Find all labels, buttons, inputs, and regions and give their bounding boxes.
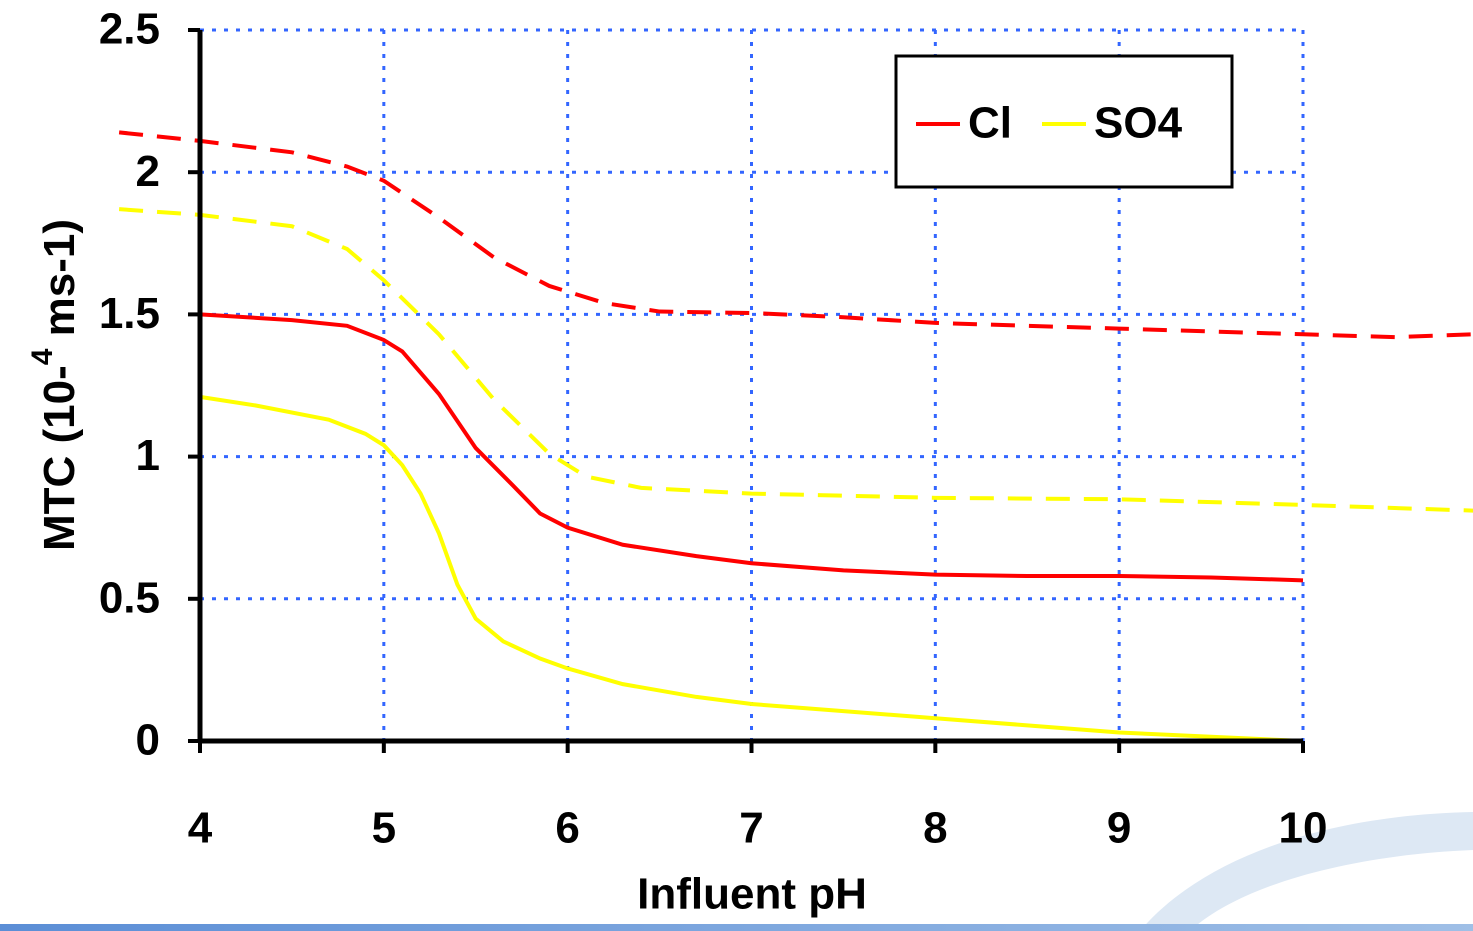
data-line — [199, 394, 1304, 743]
y-tick-label: 1.5 — [99, 289, 160, 338]
legend-label: Cl — [968, 99, 1012, 148]
legend-label: SO4 — [1094, 99, 1183, 148]
y-tick-label: 0 — [136, 716, 160, 765]
y-tick-label: 2.5 — [99, 5, 160, 54]
data-line — [118, 207, 1473, 513]
y-tick-label: 2 — [136, 147, 160, 196]
x-tick-label: 4 — [188, 804, 213, 853]
x-tick-label: 8 — [923, 804, 947, 853]
y-tick-label: 1 — [136, 431, 160, 480]
data-line — [118, 130, 1473, 340]
x-tick-label: 5 — [372, 804, 396, 853]
footer-bar — [0, 924, 1473, 931]
data-line — [199, 312, 1304, 583]
x-tick-label: 6 — [555, 804, 579, 853]
x-axis-title: Influent pH — [637, 870, 867, 919]
y-axis-title: MTC (10-4 ms-1) — [26, 219, 84, 551]
legend-box — [894, 54, 1234, 189]
x-tick-label: 7 — [739, 804, 763, 853]
decor-arc — [1140, 812, 1473, 931]
legend: Cl SO4 — [894, 54, 1234, 189]
x-tick-label: 9 — [1107, 804, 1131, 853]
x-tick-label: 10 — [1279, 804, 1328, 853]
y-tick-label: 0.5 — [99, 573, 160, 622]
